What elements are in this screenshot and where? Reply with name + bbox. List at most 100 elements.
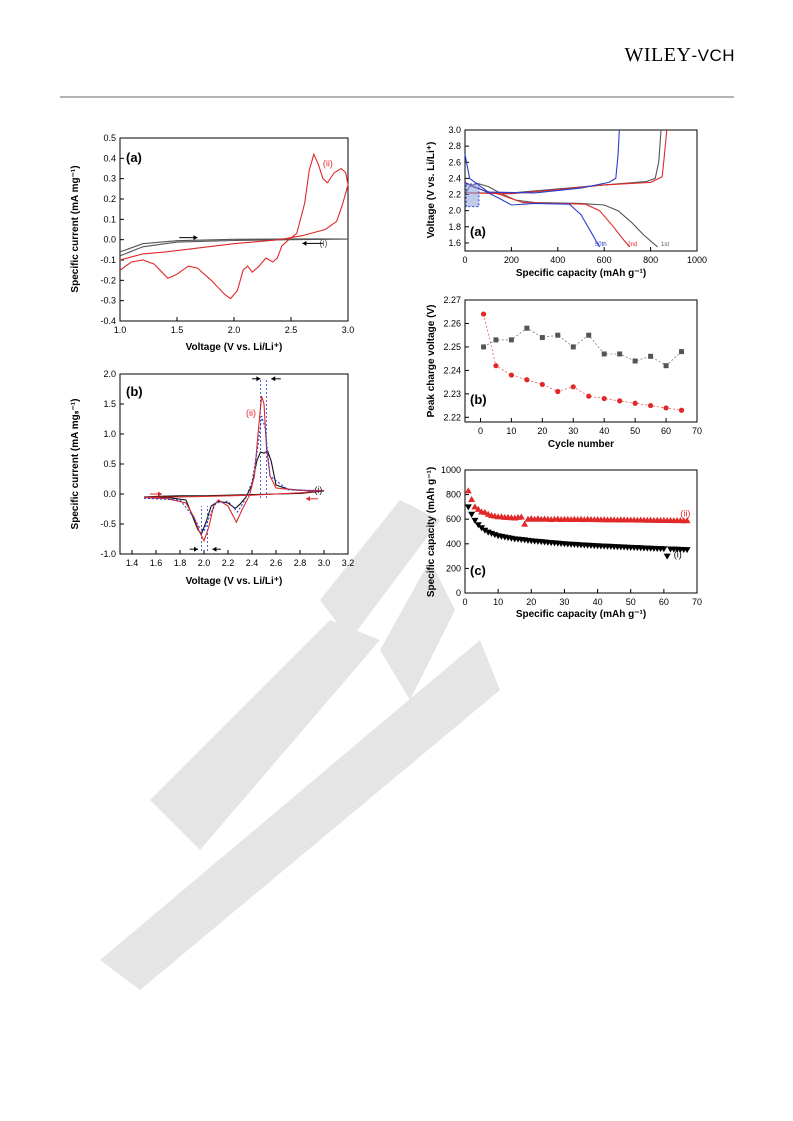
x-tick-label-1: 10	[493, 597, 503, 607]
y-tick-label-0: 0	[456, 588, 461, 598]
series-0-marker-3	[524, 325, 530, 331]
series-line-5	[464, 129, 620, 194]
ticks-group: 0 10 20 30 40 50 60 70 2.22 2.23 2.24 2.25 2.26 2.27	[443, 295, 702, 436]
series-0-marker-2	[471, 503, 479, 510]
plot-frame	[464, 129, 698, 252]
panel-label: (a)	[126, 150, 142, 165]
x-tick-label-7: 70	[692, 597, 702, 607]
y-tick-label-1: 1.8	[448, 222, 461, 232]
series-1-marker-3	[474, 522, 482, 529]
y-axis-label: Specific capacity (mAh g⁻¹)	[426, 467, 437, 597]
annotation-arrowhead-4	[194, 546, 198, 552]
series-line-3	[467, 129, 668, 195]
series-1-marker-4	[539, 381, 545, 388]
series-1-marker-2	[471, 517, 479, 524]
series-0-marker-0	[481, 344, 487, 350]
y-tick-label-1: 2.23	[443, 389, 461, 399]
y-tick-label-1: -0.3	[100, 296, 116, 306]
x-tick-label-0: 0	[462, 255, 467, 265]
y-axis-label: Voltage (V vs. Li/Li⁺)	[426, 142, 437, 239]
y-tick-label-3: -0.1	[100, 255, 116, 265]
x-tick-label-6: 2.6	[270, 558, 283, 568]
x-axis-label: Cycle number	[548, 439, 614, 450]
ticks-group: 0 200 400 600 800 1000 1.6 1.8 2.0 2.2 2.4 2.6 2.8 3.…	[448, 125, 707, 265]
logo-main: WILEY	[624, 44, 692, 66]
x-tick-label-2: 1.8	[174, 558, 187, 568]
x-tick-label-2: 20	[537, 426, 547, 436]
series-1-marker-10	[632, 400, 638, 406]
y-tick-label-8: 0.4	[103, 153, 116, 163]
y-axis-label: Peak charge voltage (V)	[426, 305, 437, 418]
y-tick-label-2: -0.2	[100, 275, 116, 285]
series-label-1: (ii)	[323, 158, 333, 168]
series-0-marker-7	[586, 332, 592, 338]
x-tick-label-5: 50	[626, 597, 636, 607]
series-line-4	[464, 181, 601, 248]
x-tick-label-4: 40	[599, 426, 609, 436]
series-1-marker-0	[480, 311, 487, 317]
series-group: (i) (ii)	[119, 152, 349, 300]
y-tick-label-1: -0.5	[100, 519, 116, 529]
panel-label: (b)	[126, 384, 143, 399]
series-1-marker-11	[648, 402, 654, 409]
series-0-marker-10	[632, 358, 638, 364]
series-line-0	[483, 327, 682, 367]
series-0-marker-16	[517, 513, 525, 520]
x-tick-label-3: 30	[559, 597, 569, 607]
plot-frame	[464, 469, 698, 594]
y-tick-label-7: 3.0	[448, 125, 461, 135]
series-group: (i) (ii)	[143, 396, 325, 543]
series-group: 1st 2nd 50th	[464, 129, 669, 248]
x-tick-label-7: 2.8	[294, 558, 307, 568]
x-tick-label-0: 1.4	[126, 558, 139, 568]
series-0-marker-11	[648, 353, 654, 359]
y-tick-label-5: 2.6	[448, 157, 461, 167]
plot-frame	[119, 373, 349, 555]
series-1-marker-3	[524, 377, 530, 383]
series-0-marker-5	[555, 332, 561, 338]
y-tick-label-4: 0.0	[103, 235, 116, 245]
x-tick-label-1: 1.6	[150, 558, 163, 568]
y-tick-label-2: 0.0	[103, 489, 116, 499]
x-tick-label-1: 1.5	[171, 325, 184, 335]
x-tick-label-8: 3.0	[318, 558, 331, 568]
y-tick-label-0: -0.4	[100, 316, 116, 326]
series-label-4: 50th	[595, 242, 607, 248]
series-0-marker-1	[468, 496, 476, 503]
annotation-arrowhead-3	[271, 376, 276, 382]
series-1-marker-66	[683, 547, 691, 554]
x-tick-label-4: 40	[593, 597, 603, 607]
x-tick-label-2: 20	[526, 597, 536, 607]
x-tick-label-0: 0	[478, 426, 483, 436]
series-0-marker-1	[493, 337, 499, 343]
series-1-marker-5	[555, 388, 561, 395]
y-axis-label: Specific current (mA mg⁻¹)	[70, 165, 81, 292]
y-tick-label-4: 1.0	[103, 429, 116, 439]
y-tick-label-5: 2.27	[443, 295, 461, 305]
series-1-marker-1	[468, 511, 476, 518]
series-line-1	[119, 152, 349, 300]
x-tick-label-4: 3.0	[342, 325, 355, 335]
x-tick-label-1: 200	[504, 255, 519, 265]
x-tick-label-7: 70	[692, 426, 702, 436]
x-axis-label: Voltage (V vs. Li/Li⁺)	[186, 576, 283, 587]
series-1-marker-59	[660, 546, 668, 553]
series-line-1	[483, 314, 682, 411]
series-line-1	[143, 396, 325, 543]
series-1-marker-4	[478, 525, 486, 532]
series-0-marker-12	[663, 363, 669, 369]
y-tick-label-6: 0.2	[103, 194, 116, 204]
series-1-marker-60	[663, 553, 671, 560]
series-label-0: (i)	[320, 238, 328, 248]
series-line-0	[119, 238, 349, 257]
series-0-marker-2	[508, 337, 514, 343]
annotation-box-0	[465, 183, 480, 208]
x-tick-label-6: 60	[661, 426, 671, 436]
series-1-marker-8	[601, 395, 607, 402]
x-axis-label: Voltage (V vs. Li/Li⁺)	[186, 342, 283, 353]
series-label-1: (ii)	[246, 408, 256, 418]
x-tick-label-3: 600	[597, 255, 612, 265]
y-tick-label-6: 2.0	[103, 369, 116, 379]
y-tick-label-0: 1.6	[448, 238, 461, 248]
annotation-arrowhead-0	[158, 491, 162, 497]
